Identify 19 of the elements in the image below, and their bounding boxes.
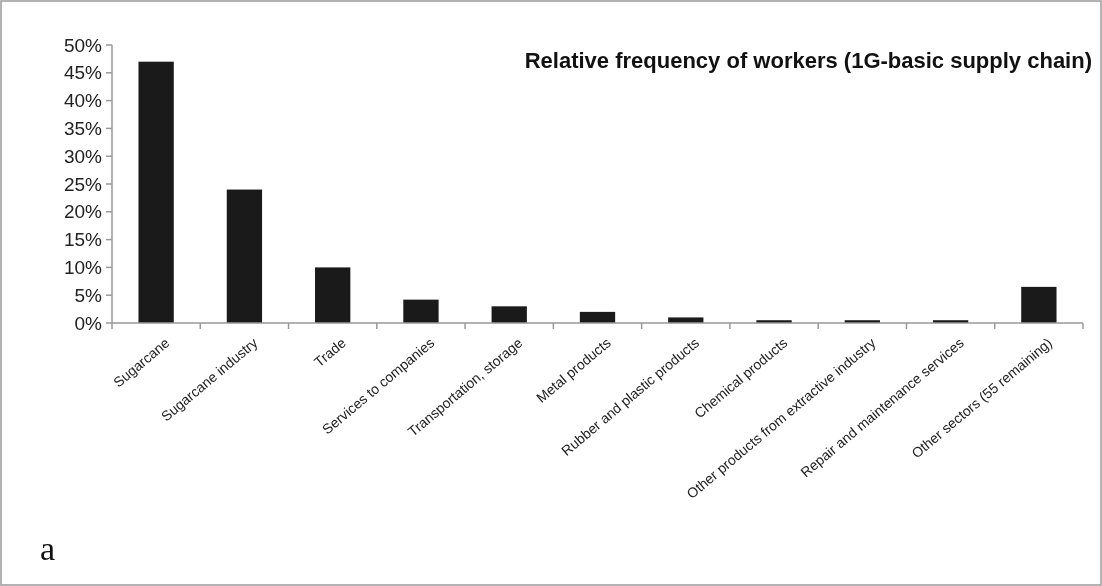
y-tick-label: 40%	[63, 90, 103, 112]
bar	[138, 61, 174, 323]
y-tick-label: 30%	[63, 145, 103, 167]
y-tick-label: 15%	[63, 229, 103, 251]
y-tick-label: 20%	[63, 201, 103, 223]
y-tick-label: 25%	[63, 173, 103, 195]
bar	[226, 189, 263, 323]
y-tick-label: 10%	[63, 257, 103, 279]
y-tick-label: 5%	[74, 284, 103, 306]
bar	[315, 267, 351, 323]
y-tick-label: 50%	[63, 34, 103, 56]
y-tick-label: 0%	[74, 312, 103, 334]
bar	[1021, 286, 1057, 323]
bar	[491, 306, 527, 323]
bar	[403, 299, 439, 323]
text: a	[40, 530, 56, 567]
chart-title: Relative frequency of workers (1G-basic supply chain)	[524, 48, 1092, 73]
y-tick-label: 45%	[63, 62, 103, 84]
y-tick-label: 35%	[63, 118, 103, 140]
